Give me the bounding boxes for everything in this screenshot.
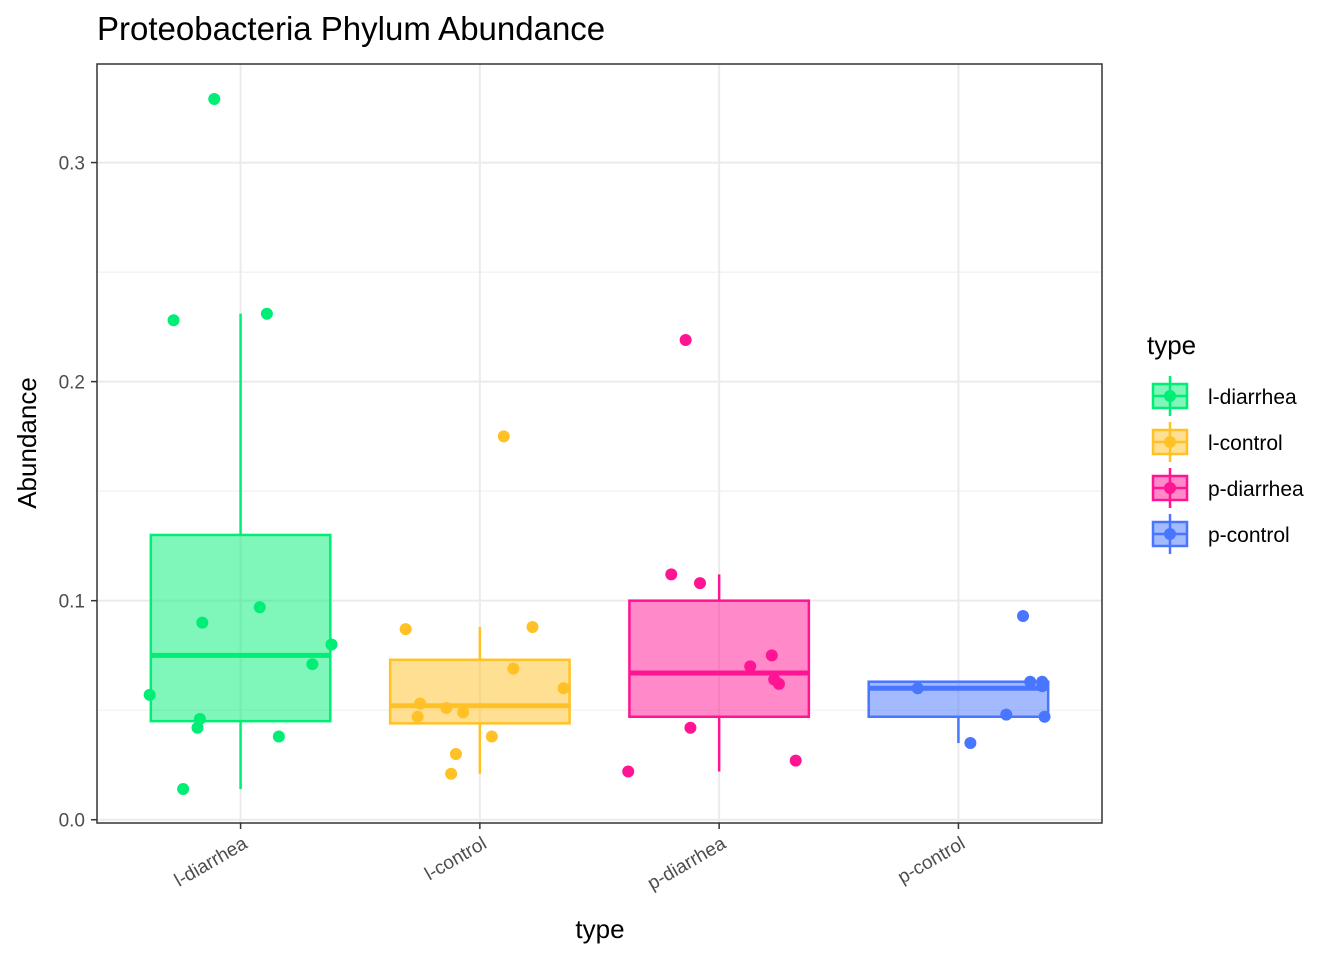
y-tick-label: 0.3 — [59, 154, 85, 175]
data-point — [260, 307, 273, 320]
legend-item-l-diarrhea: l-diarrhea — [1151, 376, 1297, 416]
legend-item-l-control: l-control — [1151, 422, 1283, 462]
legend-key-point — [1164, 436, 1176, 448]
legend-key-point — [1164, 528, 1176, 540]
data-point — [399, 623, 412, 636]
box-p-control — [867, 680, 1050, 744]
data-point — [449, 748, 462, 760]
x-axis: l-diarrhea l-control p-diarrhea p-control — [171, 823, 969, 895]
data-point — [964, 737, 977, 750]
x-tick-label: l-control — [421, 833, 490, 885]
legend-key-point — [1164, 482, 1176, 494]
legend-label: p-diarrhea — [1208, 478, 1304, 501]
y-tick-label: 0.1 — [59, 592, 85, 613]
x-tick-label: l-diarrhea — [171, 833, 251, 892]
data-point — [196, 616, 209, 629]
data-point — [765, 649, 778, 662]
data-point — [1017, 610, 1030, 622]
data-point — [684, 721, 697, 734]
data-point — [457, 706, 470, 719]
data-point — [557, 682, 570, 695]
data-point — [526, 620, 539, 633]
x-tick-label: p-diarrhea — [644, 833, 730, 895]
data-point — [911, 682, 924, 695]
legend: type l-diarrhea l-control p-diarrhea p-cont… — [1147, 330, 1304, 554]
data-point — [772, 677, 785, 690]
y-axis-title: Abundance — [12, 377, 42, 509]
data-point — [253, 601, 266, 614]
data-point — [507, 662, 520, 675]
data-point — [272, 730, 285, 743]
data-point — [744, 660, 757, 673]
data-point — [306, 658, 319, 671]
data-point — [1000, 708, 1013, 721]
data-point — [445, 767, 458, 780]
panel-border — [96, 63, 1103, 824]
y-axis: 0.0 0.1 0.2 0.3 — [59, 154, 97, 832]
legend-label: l-control — [1208, 432, 1283, 455]
jitter-points-layer — [143, 93, 1051, 796]
box-p-diarrhea — [628, 574, 811, 772]
data-point — [440, 702, 453, 714]
data-point — [167, 314, 180, 327]
x-axis-title: type — [575, 914, 624, 944]
data-point — [414, 697, 427, 710]
data-point — [694, 577, 706, 590]
data-point — [789, 754, 802, 767]
box-l-diarrhea — [149, 313, 332, 790]
data-point — [485, 730, 498, 743]
data-point — [622, 765, 635, 778]
data-point — [497, 430, 510, 443]
legend-label: p-control — [1208, 524, 1290, 547]
data-point — [191, 721, 204, 734]
data-point — [1024, 675, 1037, 688]
box-layer — [149, 313, 1050, 790]
legend-item-p-control: p-control — [1151, 514, 1290, 554]
y-tick-label: 0.0 — [59, 811, 85, 832]
legend-label: l-diarrhea — [1208, 386, 1297, 409]
data-point — [411, 710, 424, 723]
data-point — [177, 783, 190, 796]
data-point — [325, 638, 338, 651]
chart-title: Proteobacteria Phylum Abundance — [97, 10, 605, 47]
legend-item-p-diarrhea: p-diarrhea — [1151, 468, 1304, 508]
box-body — [149, 533, 332, 723]
data-point — [1036, 680, 1049, 693]
legend-title: type — [1147, 330, 1196, 360]
data-point — [1038, 710, 1051, 723]
legend-key-point — [1164, 390, 1176, 402]
data-point — [679, 334, 692, 346]
data-point — [665, 568, 678, 581]
x-tick-label: p-control — [894, 833, 969, 888]
data-point — [143, 688, 156, 701]
box-body — [628, 599, 811, 719]
data-point — [208, 93, 221, 106]
y-tick-label: 0.2 — [59, 373, 85, 394]
